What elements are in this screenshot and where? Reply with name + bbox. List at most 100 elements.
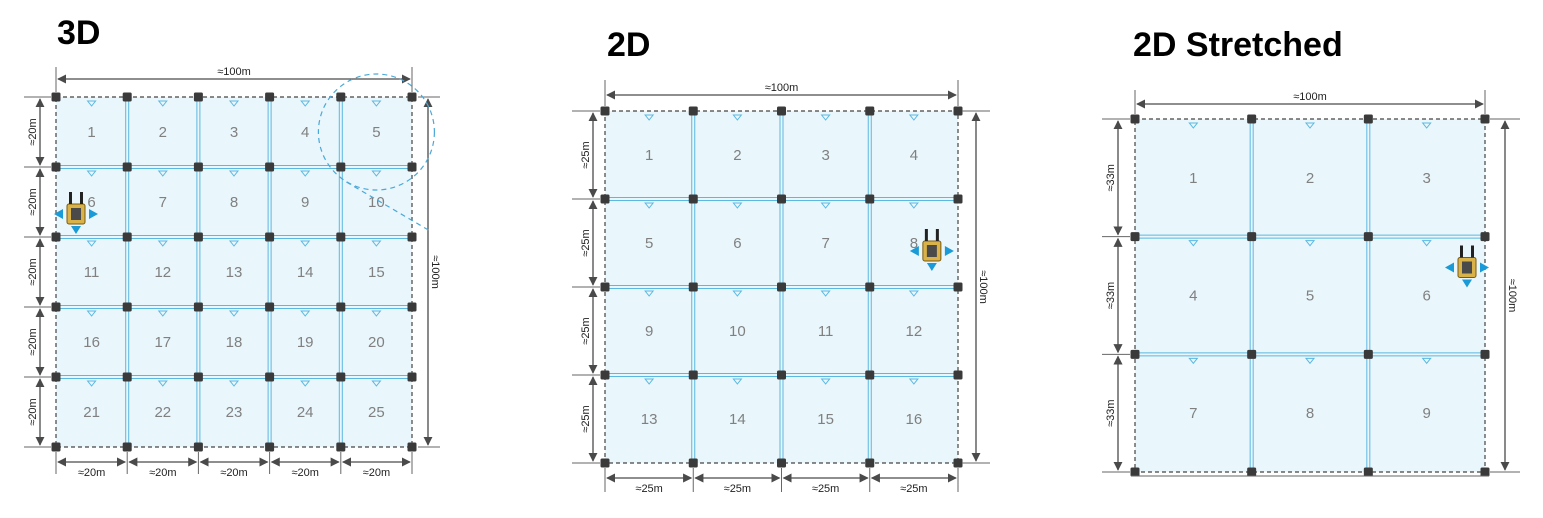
grid-border [1134, 118, 1486, 473]
robot-arrow-left [54, 209, 63, 219]
cell-marker [157, 240, 168, 247]
post [336, 442, 346, 452]
highlight-circle [317, 73, 435, 191]
post [1480, 349, 1490, 359]
cell-marker [371, 310, 382, 317]
robot-fork-right [1471, 245, 1474, 258]
cell-marker [820, 114, 831, 121]
cell-marker [228, 240, 240, 247]
robot-fork-right [935, 229, 939, 241]
cell-label: 25 [368, 404, 385, 421]
robot-arrow-down [1462, 279, 1472, 288]
dim-height-label: ≈100m [977, 270, 989, 304]
post [1363, 349, 1373, 359]
post [193, 442, 203, 452]
cell-label: 16 [83, 334, 100, 351]
cell-marker [908, 202, 919, 209]
dim-cell-height-label: ≈33m [1105, 399, 1117, 426]
cell-label: 24 [297, 404, 314, 421]
cell-marker [1304, 122, 1316, 129]
post [1130, 114, 1140, 124]
cell-label: 2 [159, 124, 167, 141]
post [600, 458, 610, 468]
post [865, 194, 875, 204]
post [1247, 467, 1257, 477]
post [1130, 232, 1140, 242]
dim-width-label: ≈100m [1293, 91, 1327, 103]
cell-marker [86, 380, 97, 387]
post [265, 442, 275, 452]
post [600, 282, 610, 292]
cell-marker [157, 170, 168, 177]
post [336, 162, 346, 172]
post [122, 302, 132, 312]
post [407, 92, 417, 102]
post [336, 92, 346, 102]
cell-marker [644, 290, 655, 297]
cell-marker [1304, 240, 1316, 247]
dim-width-label: ≈100m [217, 66, 251, 78]
cell-marker [732, 114, 743, 121]
cell-label: 14 [729, 411, 746, 428]
post [265, 162, 275, 172]
cell-label: 4 [910, 147, 918, 164]
cell-marker [644, 202, 655, 209]
post [193, 302, 203, 312]
post [1363, 114, 1373, 124]
cell-label: 16 [906, 411, 923, 428]
cell-marker [1304, 357, 1316, 365]
post [600, 370, 610, 380]
cell-label: 15 [817, 411, 834, 428]
post [407, 232, 417, 242]
dim-cell-height-label: ≈25m [580, 141, 592, 168]
robot-core [926, 245, 937, 257]
cell-marker [1421, 240, 1432, 247]
robot-fork-right [80, 192, 83, 204]
cell-marker [1188, 240, 1199, 247]
dim-cell-height-label: ≈25m [580, 405, 592, 432]
cell-label: 21 [83, 404, 100, 421]
robot-arrow-right [944, 246, 954, 256]
cell-marker [371, 100, 382, 107]
robot-arrow-down [926, 263, 937, 271]
post [51, 232, 61, 242]
cell-label: 9 [301, 194, 309, 211]
grid-area [56, 97, 412, 447]
post [600, 106, 610, 116]
post [600, 194, 610, 204]
cell-marker [732, 290, 743, 297]
cell-label: 20 [368, 334, 385, 351]
robot-icon [54, 192, 98, 234]
cell-marker [157, 310, 168, 317]
cell-label: 4 [301, 124, 309, 141]
cell-marker [820, 202, 831, 209]
cell-label: 13 [226, 264, 243, 281]
dim-cell-width-label: ≈20m [149, 467, 176, 479]
robot-icon [909, 229, 954, 271]
cell-label: 2 [1306, 170, 1314, 187]
cell-label: 5 [645, 235, 653, 252]
post [777, 282, 786, 292]
cell-marker [908, 290, 919, 297]
post [688, 458, 698, 468]
post [407, 162, 417, 172]
cell-marker [228, 310, 240, 317]
dim-cell-height-label: ≈25m [580, 317, 592, 344]
cell-marker [820, 378, 831, 385]
post [336, 372, 346, 382]
cell-label: 3 [821, 147, 829, 164]
post [407, 302, 417, 312]
post [688, 370, 698, 380]
post [953, 370, 963, 380]
cell-marker [300, 310, 311, 317]
post [1247, 114, 1257, 124]
dim-cell-width-label: ≈25m [724, 483, 751, 495]
post [1363, 232, 1373, 242]
post [777, 194, 786, 204]
post [265, 232, 275, 242]
post [953, 106, 963, 116]
post [777, 106, 786, 116]
post [953, 458, 963, 468]
cell-label: 1 [87, 124, 95, 141]
